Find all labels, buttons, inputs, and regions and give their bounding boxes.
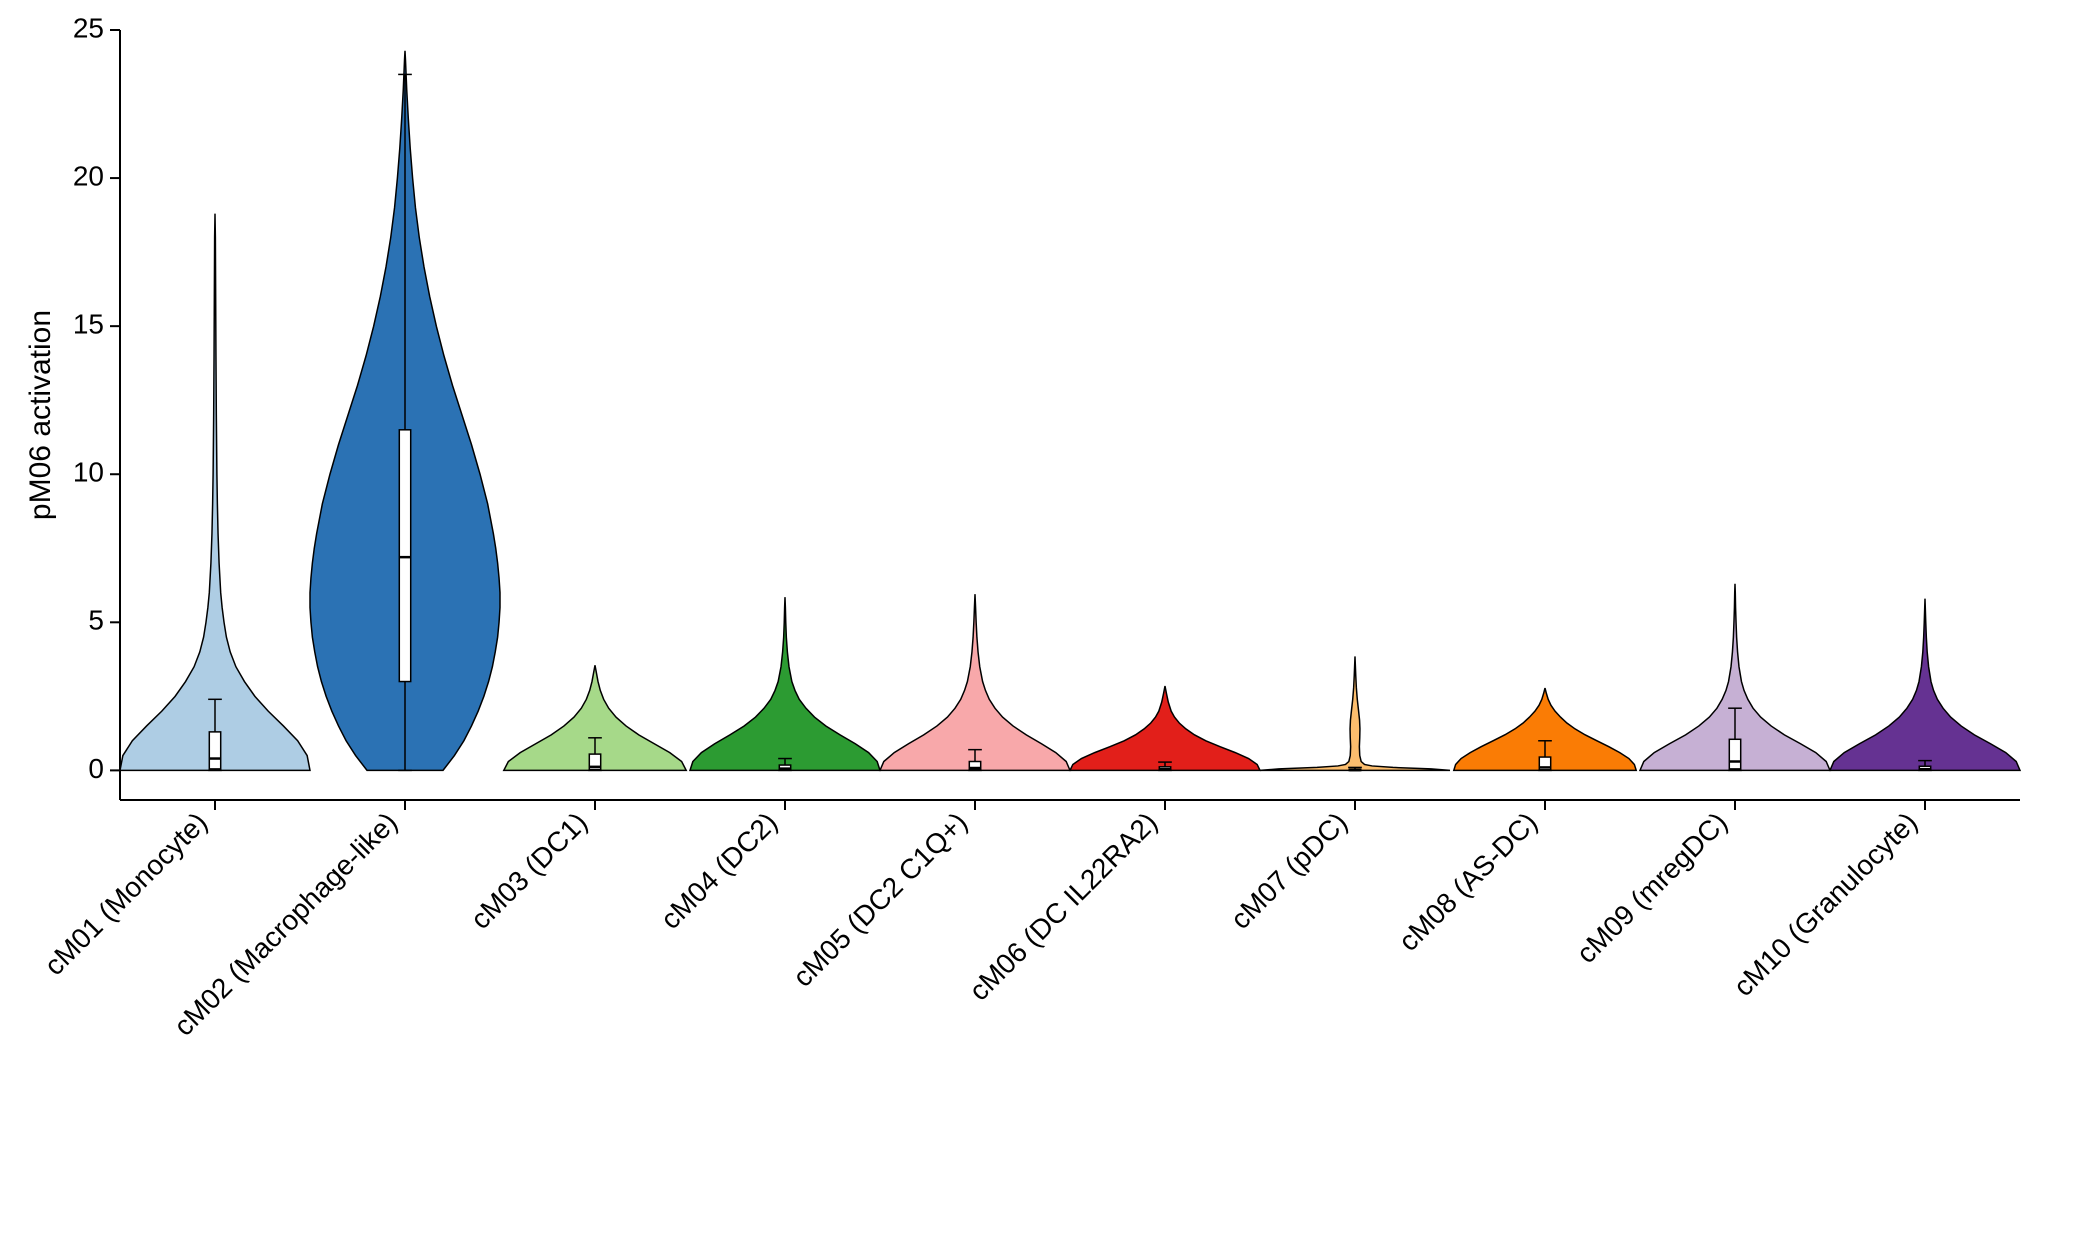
y-axis-title: pM06 activation: [24, 310, 57, 520]
box: [209, 732, 220, 769]
chart-svg: 0510152025pM06 activationcM01 (Monocyte)…: [0, 0, 2083, 1250]
y-tick-label: 10: [73, 457, 104, 488]
y-tick-label: 20: [73, 160, 104, 191]
box: [1729, 739, 1740, 769]
y-tick-label: 5: [88, 605, 104, 636]
violin-chart: 0510152025pM06 activationcM01 (Monocyte)…: [0, 0, 2083, 1250]
box: [399, 430, 410, 682]
y-tick-label: 0: [88, 753, 104, 784]
y-tick-label: 15: [73, 309, 104, 340]
y-tick-label: 25: [73, 12, 104, 43]
